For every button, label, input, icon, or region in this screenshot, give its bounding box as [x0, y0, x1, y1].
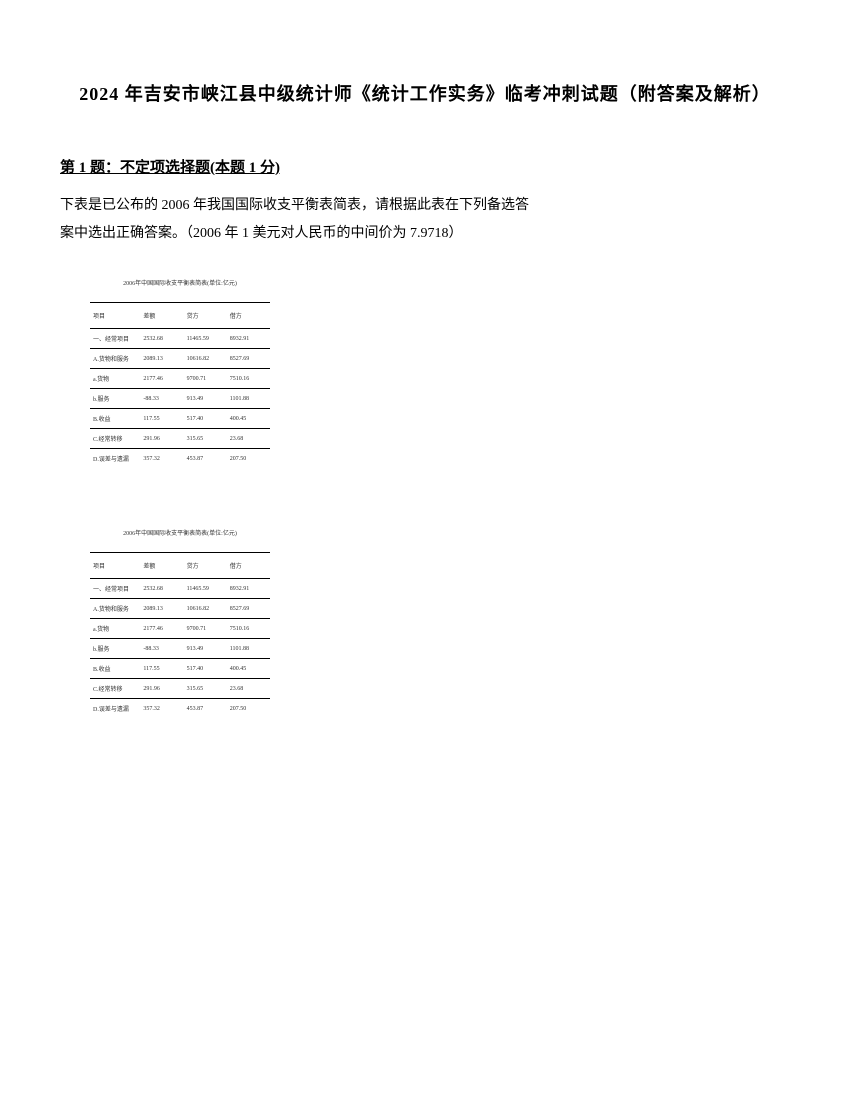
table-cell: B.收益: [90, 409, 140, 429]
table-cell: 913.49: [184, 389, 227, 409]
table-cell: 11465.59: [184, 579, 227, 599]
table-header: 借方: [227, 303, 270, 329]
table-cell: 2177.46: [140, 369, 183, 389]
table-cell: -88.33: [140, 639, 183, 659]
table-cell: B.收益: [90, 659, 140, 679]
table-cell: A.货物和服务: [90, 599, 140, 619]
table-cell: 453.87: [184, 449, 227, 469]
table-cell: 11465.59: [184, 329, 227, 349]
table-cell: C.经常转移: [90, 429, 140, 449]
table-header: 借方: [227, 553, 270, 579]
table-cell: 291.96: [140, 429, 183, 449]
question-text: 下表是已公布的 2006 年我国国际收支平衡表简表，请根据此表在下列备选答 案中…: [60, 192, 790, 248]
table-cell: 1101.88: [227, 389, 270, 409]
table-container-1: 2006年中国国际收支平衡表简表(单位:亿元) 项目 差额 贷方 借方 一、经常…: [90, 278, 270, 468]
balance-table-1: 项目 差额 贷方 借方 一、经常项目 2532.68 11465.59 8932…: [90, 302, 270, 468]
table-cell: 357.32: [140, 699, 183, 719]
table-cell: 一、经常项目: [90, 579, 140, 599]
page-title: 2024 年吉安市峡江县中级统计师《统计工作实务》临考冲刺试题（附答案及解析）: [60, 80, 790, 106]
table-cell: 8527.69: [227, 599, 270, 619]
table-cell: b.服务: [90, 639, 140, 659]
table-header: 差额: [140, 553, 183, 579]
question-line-2: 案中选出正确答案。（2006 年 1 美元对人民币的中间价为 7.9718）: [60, 220, 790, 248]
table-cell: 7510.16: [227, 619, 270, 639]
table-cell: 8932.91: [227, 329, 270, 349]
table-cell: 315.65: [184, 429, 227, 449]
table-cell: D.误差与遗漏: [90, 449, 140, 469]
table-cell: 453.87: [184, 699, 227, 719]
table-cell: 207.50: [227, 699, 270, 719]
table-cell: 9700.71: [184, 619, 227, 639]
table-header: 差额: [140, 303, 183, 329]
table-cell: a.货物: [90, 369, 140, 389]
table-header: 贷方: [184, 303, 227, 329]
table-cell: 400.45: [227, 659, 270, 679]
table-cell: 1101.88: [227, 639, 270, 659]
table-cell: 2532.68: [140, 329, 183, 349]
table-container-2: 2006年中国国际收支平衡表简表(单位:亿元) 项目 差额 贷方 借方 一、经常…: [90, 528, 270, 718]
table-cell: 207.50: [227, 449, 270, 469]
table-cell: D.误差与遗漏: [90, 699, 140, 719]
table-cell: a.货物: [90, 619, 140, 639]
table-cell: 一、经常项目: [90, 329, 140, 349]
question-line-1: 下表是已公布的 2006 年我国国际收支平衡表简表，请根据此表在下列备选答: [60, 192, 790, 220]
table-cell: 291.96: [140, 679, 183, 699]
table-cell: b.服务: [90, 389, 140, 409]
table-cell: 10616.82: [184, 349, 227, 369]
table-cell: 2532.68: [140, 579, 183, 599]
table-cell: -88.33: [140, 389, 183, 409]
table-cell: A.货物和服务: [90, 349, 140, 369]
balance-table-2: 项目 差额 贷方 借方 一、经常项目 2532.68 11465.59 8932…: [90, 552, 270, 718]
table-cell: 315.65: [184, 679, 227, 699]
table-cell: 7510.16: [227, 369, 270, 389]
table-cell: 913.49: [184, 639, 227, 659]
table-cell: 517.40: [184, 659, 227, 679]
table-cell: 8932.91: [227, 579, 270, 599]
table-cell: 357.32: [140, 449, 183, 469]
table-cell: 8527.69: [227, 349, 270, 369]
table-cell: C.经常转移: [90, 679, 140, 699]
table-cell: 23.68: [227, 429, 270, 449]
question-header: 第 1 题：不定项选择题(本题 1 分): [60, 156, 790, 177]
table-caption-1: 2006年中国国际收支平衡表简表(单位:亿元): [90, 278, 270, 287]
table-cell: 23.68: [227, 679, 270, 699]
table-cell: 9700.71: [184, 369, 227, 389]
table-cell: 517.40: [184, 409, 227, 429]
table-cell: 2177.46: [140, 619, 183, 639]
table-cell: 400.45: [227, 409, 270, 429]
table-cell: 2089.13: [140, 349, 183, 369]
table-header: 贷方: [184, 553, 227, 579]
table-caption-2: 2006年中国国际收支平衡表简表(单位:亿元): [90, 528, 270, 537]
table-cell: 10616.82: [184, 599, 227, 619]
table-cell: 117.55: [140, 409, 183, 429]
table-cell: 2089.13: [140, 599, 183, 619]
table-header: 项目: [90, 303, 140, 329]
table-cell: 117.55: [140, 659, 183, 679]
table-header: 项目: [90, 553, 140, 579]
